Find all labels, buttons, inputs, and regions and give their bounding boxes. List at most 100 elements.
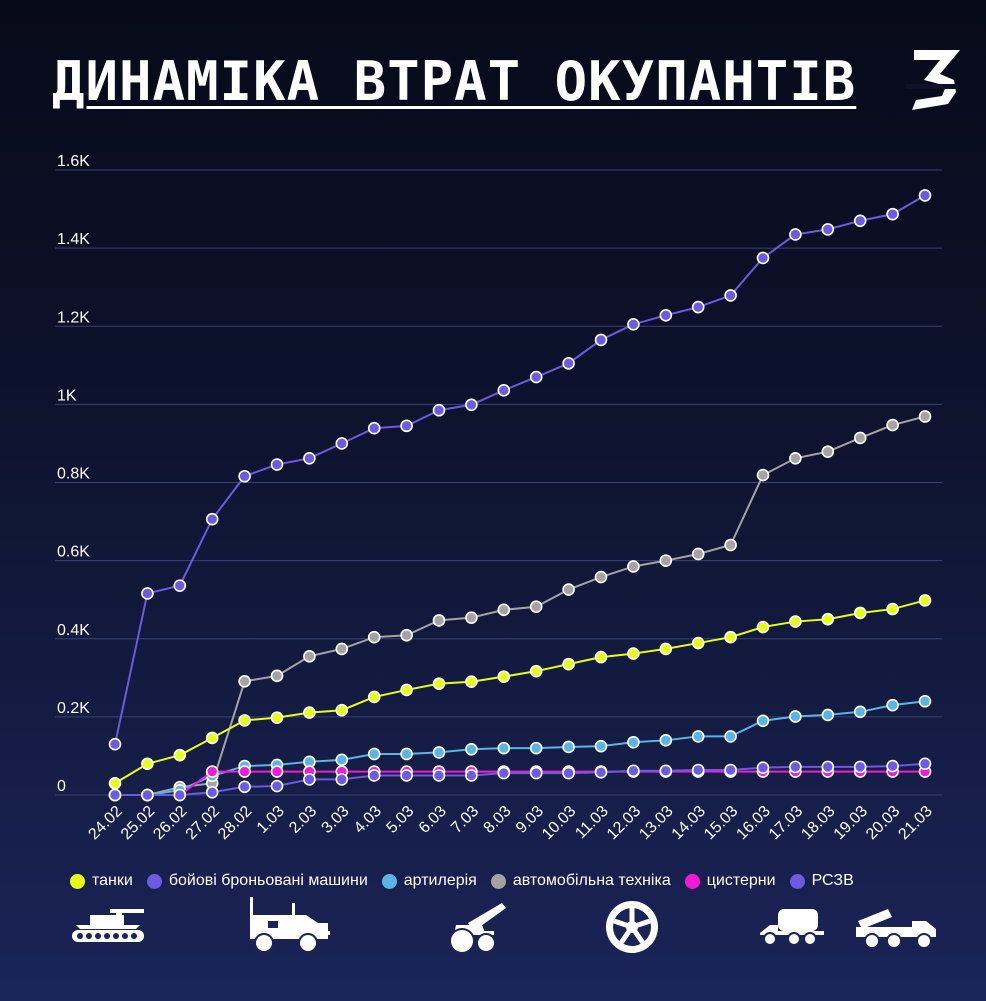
data-point-mlrs	[886, 759, 899, 773]
data-point-tanks	[400, 683, 413, 697]
legend-item-tankers: цистерни	[684, 872, 776, 890]
series-lines	[108, 189, 932, 802]
data-point-armored	[335, 437, 349, 450]
tank-icon	[72, 909, 144, 942]
data-point-tanks	[497, 670, 511, 683]
x-tick-label: 5.03	[383, 803, 417, 837]
data-point-tanks	[465, 675, 478, 689]
data-point-artillery	[400, 747, 413, 761]
data-point-tanks	[335, 703, 349, 717]
data-point-armored	[821, 223, 835, 236]
data-point-mlrs	[821, 760, 835, 774]
data-point-artillery	[724, 730, 737, 743]
wheel-icon	[606, 901, 658, 953]
data-point-tanks	[562, 657, 575, 671]
series-line-tanks	[114, 599, 926, 785]
data-point-mlrs	[303, 773, 316, 786]
data-point-mlrs	[432, 769, 446, 782]
data-point-vehicles	[400, 628, 413, 642]
data-point-mlrs	[205, 785, 219, 799]
data-point-artillery	[821, 708, 835, 722]
data-point-armored	[465, 398, 478, 412]
logo-icon	[906, 50, 960, 110]
legend-label: РСЗВ	[811, 872, 854, 889]
data-point-artillery	[918, 694, 932, 708]
data-point-vehicles	[432, 614, 446, 627]
data-point-vehicles	[627, 560, 640, 573]
data-point-armored	[497, 384, 511, 397]
data-point-vehicles	[756, 468, 770, 482]
data-point-armored	[205, 512, 219, 526]
data-point-tanks	[789, 615, 802, 628]
page-title: ДИНАМІКА ВТРАТ ОКУПАНТІВ	[52, 50, 857, 113]
series-tanks	[108, 594, 932, 790]
data-point-mlrs	[853, 760, 867, 774]
x-tick-label: 28.02	[215, 803, 255, 843]
data-point-armored	[562, 357, 575, 370]
data-point-vehicles	[691, 547, 705, 561]
data-point-vehicles	[465, 611, 478, 624]
data-point-vehicles	[918, 410, 932, 423]
legend-item-artillery: артилерія	[381, 872, 477, 890]
data-point-tanks	[691, 636, 705, 650]
x-tick-label: 1.03	[254, 803, 288, 837]
x-tick-label: 15.03	[701, 803, 741, 843]
data-point-tanks	[627, 647, 640, 660]
data-point-vehicles	[529, 600, 543, 614]
mlrs-icon	[856, 909, 936, 949]
x-tick-label: 4.03	[351, 803, 385, 837]
data-point-tankers	[238, 765, 251, 778]
y-tick-label: 0.8K	[57, 466, 90, 483]
legend-label: артилерія	[403, 872, 477, 889]
x-tick-label: 12.03	[604, 803, 644, 843]
data-point-vehicles	[238, 675, 251, 688]
data-point-armored	[270, 458, 284, 471]
data-point-armored	[853, 214, 867, 228]
data-point-mlrs	[238, 780, 251, 794]
tanker-truck-icon	[760, 909, 824, 946]
data-point-artillery	[465, 742, 478, 756]
y-tick-label: 1.2K	[57, 309, 90, 326]
x-tick-label: 7.03	[448, 803, 482, 837]
data-point-mlrs	[335, 773, 349, 786]
data-point-armored	[756, 251, 770, 265]
x-tick-label: 13.03	[636, 803, 676, 843]
legend-item-armored: бойові броньовані машини	[146, 872, 368, 890]
series-artillery	[108, 694, 932, 802]
data-point-vehicles	[562, 583, 575, 596]
y-tick-label: 0.4K	[57, 622, 90, 639]
data-point-vehicles	[789, 451, 802, 465]
data-point-tankers	[205, 765, 219, 778]
data-point-armored	[173, 579, 187, 592]
data-point-tanks	[724, 630, 737, 644]
data-point-mlrs	[562, 766, 575, 780]
data-point-mlrs	[529, 766, 543, 780]
series-line-tankers	[115, 770, 925, 796]
x-tick-label: 8.03	[481, 803, 515, 837]
data-point-mlrs	[270, 779, 284, 793]
data-point-armored	[659, 309, 673, 322]
x-tick-label: 21.03	[895, 803, 935, 843]
series-line-artillery	[115, 700, 926, 796]
data-point-tanks	[173, 748, 187, 762]
data-point-artillery	[335, 753, 349, 767]
x-tick-label: 16.03	[733, 803, 773, 843]
data-point-mlrs	[367, 769, 381, 782]
data-point-vehicles	[335, 642, 349, 656]
data-point-mlrs	[724, 763, 737, 777]
x-axis-ticks: 24.0225.0226.0227.0228.021.032.033.034.0…	[85, 803, 935, 843]
y-tick-label: 1K	[57, 387, 77, 404]
x-tick-label: 24.02	[85, 803, 125, 843]
data-point-armored	[238, 469, 251, 483]
data-point-artillery	[659, 734, 673, 747]
data-point-vehicles	[594, 570, 608, 584]
x-tick-label: 20.03	[863, 803, 903, 843]
artillery-icon	[449, 903, 506, 954]
legend-label: бойові броньовані машини	[168, 872, 368, 889]
data-point-tanks	[303, 706, 316, 719]
legend-swatch	[146, 873, 162, 889]
data-point-tankers	[270, 765, 284, 778]
data-point-artillery	[627, 735, 640, 749]
legend-swatch	[490, 873, 506, 889]
data-point-artillery	[367, 747, 381, 761]
